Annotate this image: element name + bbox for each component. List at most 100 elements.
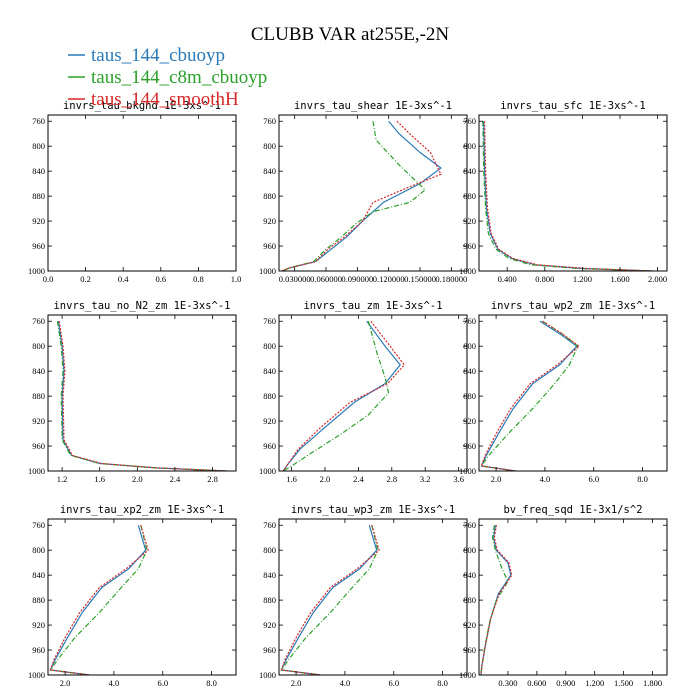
panel-9-xtick-label: 0.900 [556,678,575,688]
panel-6-ytick-label: 960 [463,441,476,451]
panel-8-ytick-label: 840 [263,570,276,580]
panel-9-ytick-label: 960 [463,645,476,655]
panel-4-title: invrs_tau_no_N2_zm 1E-3xs^-1 [53,300,230,312]
panel-7-xtick-label: 2.0 [60,678,71,688]
panel-2-xtick-label: 0.060000 [310,274,342,284]
panel-8-xtick-label: 6.0 [388,678,399,688]
panel-9-xtick-label: 1.200 [585,678,604,688]
panel-2-title: invrs_tau_shear 1E-3xs^-1 [294,100,452,112]
panel-3-xtick-label: 1.600 [610,274,629,284]
panel-7-ytick-label: 800 [32,545,45,555]
panel-7-ytick-label: 880 [32,595,45,605]
panel-7-ytick-label: 760 [32,520,45,530]
panel-9: bv_freq_sqd 1E-3x1/s^2 760 800 840 880 920 960… [459,504,668,688]
panel-4-ytick-label: 880 [32,391,45,401]
panel-7-series-2 [49,525,148,675]
panel-5: invrs_tau_zm 1E-3xs^-1 760 800 840 880 920 960… [259,300,468,484]
panel-1-xtick-label: 0.4 [118,274,129,284]
panel-3-ytick-label: 1000 [459,266,476,276]
panel-1-title: invrs_tau_bkgnd 1E-3xs^-1 [63,100,221,112]
panel-7-title: invrs_tau_xp2_zm 1E-3xs^-1 [60,504,224,516]
panel-8-series-3 [280,525,380,675]
panel-5-ytick-label: 760 [263,316,276,326]
panel-5-xtick-label: 2.4 [353,474,364,484]
panel-8-ytick-label: 760 [263,520,276,530]
panel-3-ytick-label: 760 [463,116,476,126]
panel-5-ytick-label: 960 [263,441,276,451]
legend: taus_144_cbuoyp taus_144_c8m_cbuoyp taus… [68,45,267,110]
panel-5-ytick-label: 1000 [259,466,276,476]
panel-5-ytick-label: 800 [263,341,276,351]
panel-9-ytick-label: 1000 [459,670,476,680]
panel-5-ytick-label: 840 [263,366,276,376]
panel-7-frame [47,518,237,676]
panel-5-series-3 [282,320,406,471]
panel-5-series-2 [282,321,390,471]
panel-2-ytick-label: 920 [263,216,276,226]
panel-6-xtick-label: 2.0 [491,474,502,484]
panel-1-xtick-label: 0.0 [43,274,54,284]
panel-9-ytick-label: 880 [463,595,476,605]
panel-7-xtick-label: 6.0 [157,678,168,688]
panel-8-ytick-label: 960 [263,645,276,655]
panel-1-frame [47,114,237,272]
panel-8-frame [278,518,468,676]
panel-8-title: invrs_tau_wp3_zm 1E-3xs^-1 [291,504,455,516]
panel-9-series-3 [480,525,513,675]
panel-2-ytick-label: 840 [263,166,276,176]
panel-6-frame [478,314,668,472]
panel-1-xtick-label: 0.8 [193,274,204,284]
panel-7-xtick-label: 8.0 [206,678,217,688]
panel-4-ytick-label: 1000 [28,466,45,476]
panel-5-title: invrs_tau_zm 1E-3xs^-1 [303,300,442,312]
panel-7-ytick-label: 960 [32,645,45,655]
panel-8: invrs_tau_wp3_zm 1E-3xs^-1 760 800 840 880 92… [259,504,468,688]
panel-6-ytick-label: 880 [463,391,476,401]
figure-title: CLUBB VAR at255E,-2N [251,24,450,45]
panel-1-ytick-label: 880 [32,191,45,201]
panel-8-ytick-label: 880 [263,595,276,605]
panel-8-ytick-label: 800 [263,545,276,555]
panel-8-xtick-label: 4.0 [340,678,351,688]
panel-1-ytick-label: 840 [32,166,45,176]
panel-1-ytick-label: 800 [32,141,45,151]
panel-2-xtick-label: 0.120000 [373,274,405,284]
panel-4: invrs_tau_no_N2_zm 1E-3xs^-1 760 800 840 880… [28,300,237,484]
panel-9-series-2 [480,525,509,675]
panel-3-xtick-label: 0.400 [498,274,517,284]
panel-9-xtick-label: 0.300 [498,678,517,688]
panel-2-ytick-label: 800 [263,141,276,151]
panel-3-ytick-label: 800 [463,141,476,151]
panel-6-xtick-label: 4.0 [540,474,551,484]
panel-2-frame [278,114,468,272]
panel-9-ytick-label: 760 [463,520,476,530]
panel-5-ytick-label: 880 [263,391,276,401]
panel-1-ytick-label: 1000 [28,266,45,276]
panel-3-xtick-label: 1.200 [573,274,592,284]
panel-2-ytick-label: 880 [263,191,276,201]
panel-7-ytick-label: 920 [32,620,45,630]
panel-2: invrs_tau_shear 1E-3xs^-1 760 800 840 880 920… [259,100,468,284]
panel-4-ytick-label: 840 [32,366,45,376]
panel-9-ytick-label: 920 [463,620,476,630]
panel-2-xtick-label: 0.180000 [435,274,467,284]
panel-4-frame [47,314,237,472]
panel-3-series-2 [482,121,653,271]
panel-4-xtick-label: 2.0 [132,474,143,484]
panel-4-xtick-label: 1.6 [94,474,105,484]
panel-3-title: invrs_tau_sfc 1E-3xs^-1 [500,100,645,112]
panel-4-series-3 [58,321,227,471]
panel-3-frame [478,114,668,272]
panel-5-xtick-label: 2.0 [320,474,331,484]
panel-2-ytick-label: 760 [263,116,276,126]
panel-1-xtick-label: 0.2 [80,274,91,284]
panel-8-xtick-label: 8.0 [437,678,448,688]
panel-2-xtick-label: 0.150000 [404,274,436,284]
panel-6-ytick-label: 1000 [459,466,476,476]
panel-3-ytick-label: 880 [463,191,476,201]
panel-5-frame [278,314,468,472]
panel-3: invrs_tau_sfc 1E-3xs^-1 760 800 840 880 920 96… [459,100,668,284]
panel-2-xtick-label: 0.030000 [279,274,311,284]
panel-1: invrs_tau_bkgnd 1E-3xs^-1 760 800 840 880 920… [28,100,241,284]
